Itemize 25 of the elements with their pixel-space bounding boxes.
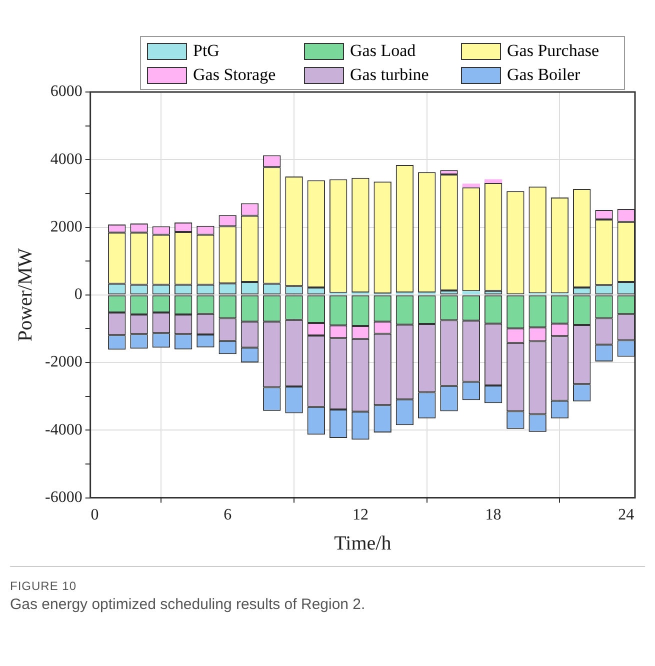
x-tick-label: 0 [90, 506, 99, 524]
y-tick-label: -2000 [45, 354, 82, 371]
text: Gas energy optimized scheduling results of Region 2. [10, 596, 366, 613]
legend-label: Gas Load [350, 41, 416, 61]
y-tick-label: 0 [74, 286, 82, 304]
y-axis-title: Power/MW [14, 248, 36, 342]
legend-label: Gas Purchase [507, 41, 600, 61]
caption: FIGURE 10 [10, 579, 78, 593]
x-tick-label: 18 [485, 506, 502, 524]
legend-label: Gas Storage [193, 65, 276, 85]
legend-label: Gas Boiler [507, 65, 580, 85]
x-tick-label: 6 [224, 506, 232, 524]
legend-label: PtG [193, 41, 220, 61]
y-tick-label: 4000 [50, 150, 82, 168]
bar [462, 291, 480, 294]
x-tick-label: 24 [618, 506, 634, 524]
bar [484, 179, 502, 183]
y-tick-label: -4000 [45, 421, 82, 438]
y-tick-label: 2000 [50, 218, 82, 236]
x-tick-label: 12 [352, 506, 368, 524]
y-tick-label: 6000 [50, 83, 82, 100]
legend-label: Gas turbine [350, 65, 429, 85]
y-tick-label: -6000 [45, 489, 82, 506]
bar [462, 184, 480, 188]
x-axis-title: Time/h [334, 532, 392, 554]
